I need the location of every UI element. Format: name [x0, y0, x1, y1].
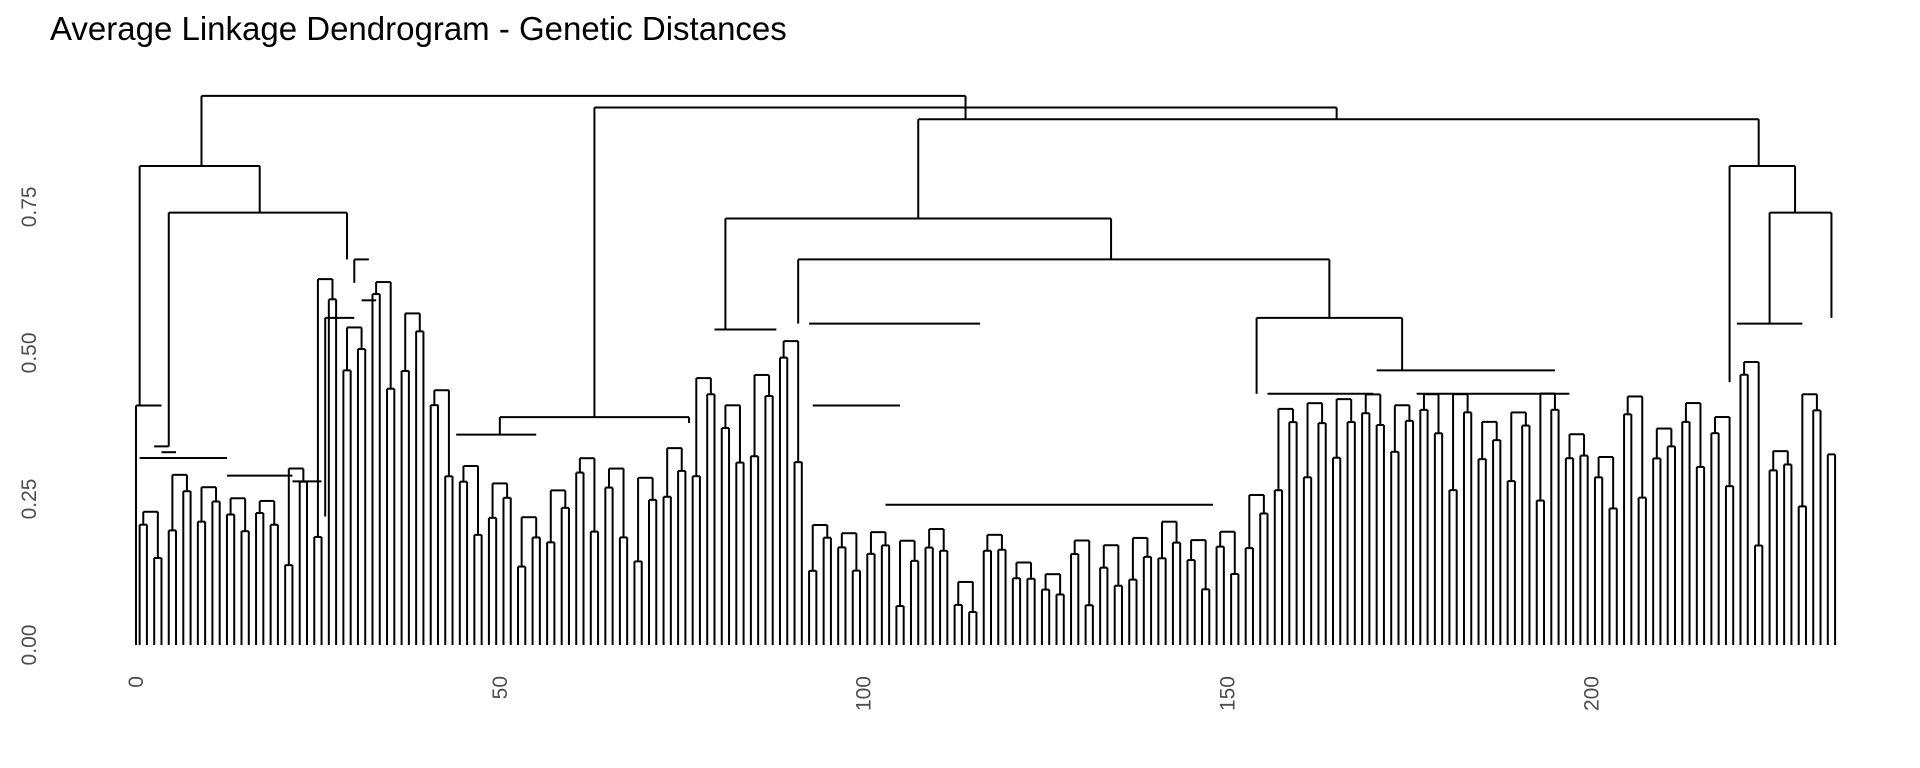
x-tick-label: 0	[125, 676, 148, 688]
y-tick-label: 0.00	[18, 625, 41, 666]
y-tick-label: 0.25	[18, 479, 41, 520]
x-axis: 0 50 100 150 200	[125, 676, 1603, 711]
x-tick-label: 100	[853, 676, 876, 711]
y-tick-label: 0.75	[18, 186, 41, 227]
x-tick-label: 50	[489, 676, 512, 699]
chart-title: Average Linkage Dendrogram - Genetic Dis…	[50, 10, 787, 47]
y-axis: 0.00 0.25 0.50 0.75	[18, 186, 41, 665]
x-tick-label: 150	[1216, 676, 1239, 711]
y-tick-label: 0.50	[18, 332, 41, 373]
dendrogram-tree	[135, 94, 1837, 645]
x-tick-label: 200	[1580, 676, 1603, 711]
